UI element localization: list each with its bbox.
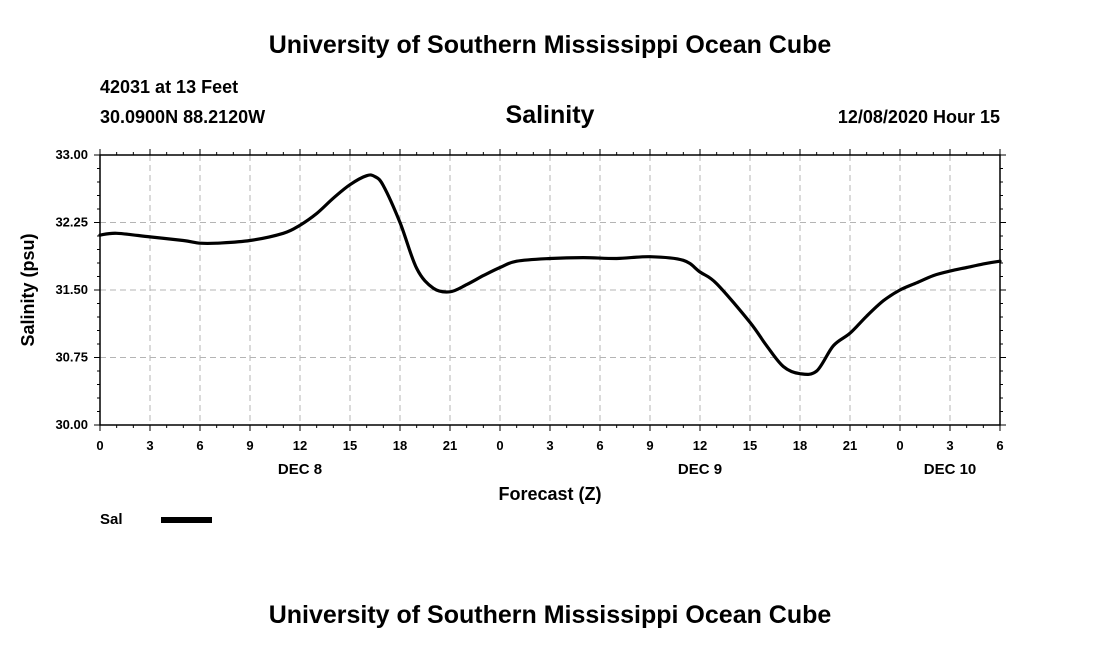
footer-title: University of Southern Mississippi Ocean… xyxy=(268,601,832,629)
forecast-timestamp: 12/08/2020 Hour 15 xyxy=(837,107,1000,127)
x-day-label: DEC 8 xyxy=(278,461,322,478)
legend-label: Sal xyxy=(100,511,123,528)
x-day-label: DEC 9 xyxy=(678,461,722,478)
y-tick-label: 30.75 xyxy=(55,350,88,365)
x-tick-label: 0 xyxy=(896,438,903,453)
x-tick-label: 18 xyxy=(793,438,807,453)
x-tick-label: 6 xyxy=(196,438,203,453)
chart-title: Salinity xyxy=(505,101,595,129)
x-tick-label: 15 xyxy=(743,438,757,453)
x-tick-label: 3 xyxy=(946,438,953,453)
x-day-label: DEC 10 xyxy=(924,461,977,478)
x-tick-label: 0 xyxy=(496,438,503,453)
y-tick-label: 31.50 xyxy=(55,282,88,297)
y-tick-label: 30.00 xyxy=(55,417,88,432)
x-tick-label: 15 xyxy=(343,438,357,453)
page-title: University of Southern Mississippi Ocean… xyxy=(268,31,832,59)
x-tick-label: 12 xyxy=(693,438,707,453)
x-axis-title: Forecast (Z) xyxy=(498,484,601,504)
x-tick-label: 9 xyxy=(646,438,653,453)
y-axis-title: Salinity (psu) xyxy=(18,233,38,346)
series-line-salinity xyxy=(98,173,1002,376)
x-tick-label: 18 xyxy=(393,438,407,453)
y-tick-label: 33.00 xyxy=(55,147,88,162)
x-tick-label: 21 xyxy=(443,438,457,453)
legend-swatch xyxy=(161,517,212,523)
x-tick-label: 9 xyxy=(246,438,253,453)
x-tick-label: 6 xyxy=(996,438,1003,453)
x-tick-label: 6 xyxy=(596,438,603,453)
coordinates-label: 30.0900N 88.2120W xyxy=(100,107,266,127)
x-tick-label: 0 xyxy=(96,438,103,453)
x-tick-label: 12 xyxy=(293,438,307,453)
x-tick-label: 3 xyxy=(146,438,153,453)
x-tick-label: 21 xyxy=(843,438,857,453)
y-tick-label: 32.25 xyxy=(55,215,88,230)
x-tick-label: 3 xyxy=(546,438,553,453)
station-label: 42031 at 13 Feet xyxy=(100,77,239,97)
